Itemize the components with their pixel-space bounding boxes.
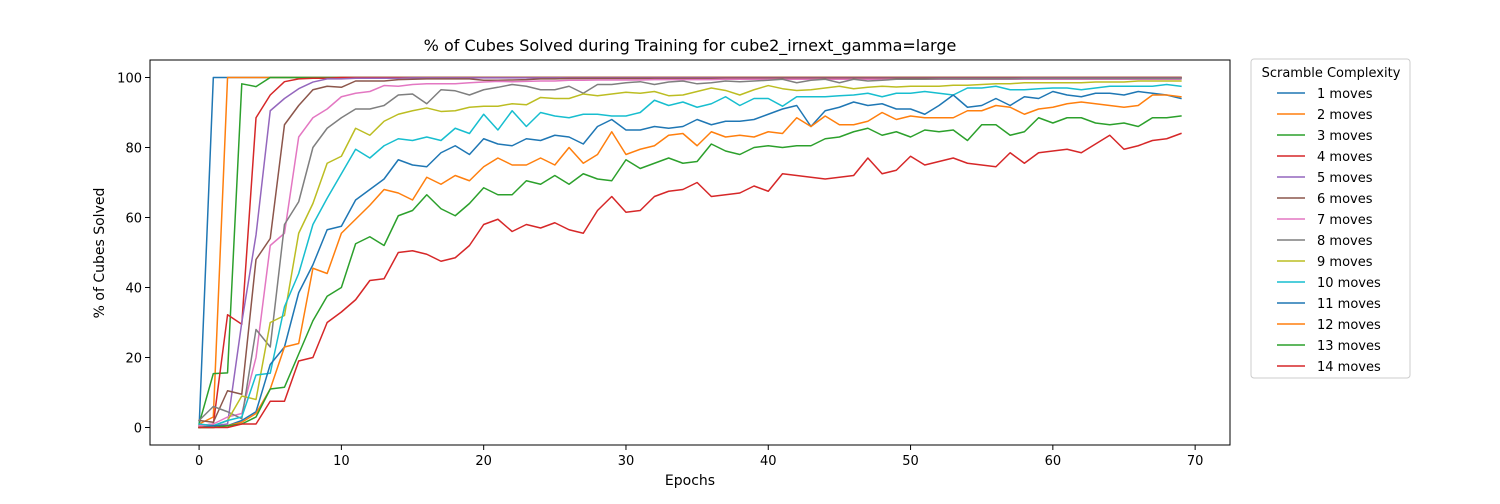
series-line-8	[198, 77, 1182, 422]
legend-label: 4 moves	[1317, 150, 1373, 165]
series-line-9	[198, 80, 1182, 429]
x-tick-label: 70	[1187, 454, 1204, 469]
chart-title: % of Cubes Solved during Training for cu…	[424, 36, 957, 56]
y-tick-label: 100	[117, 72, 142, 87]
series-line-14	[198, 132, 1182, 429]
y-axis: 0 20 40 60 80 100	[117, 72, 150, 437]
legend-label: 2 moves	[1317, 108, 1373, 123]
legend-label: 14 moves	[1317, 360, 1381, 375]
y-tick-label: 40	[125, 282, 142, 297]
series-line-12	[198, 94, 1182, 429]
series-line-13	[198, 115, 1182, 429]
x-tick-label: 60	[1045, 454, 1062, 469]
series-line-11	[198, 90, 1182, 429]
legend: Scramble Complexity 1 moves 2 moves 3 move…	[1250, 58, 1411, 379]
legend-label: 7 moves	[1317, 213, 1373, 228]
y-axis-label: % of Cubes Solved	[92, 188, 108, 319]
x-tick-label: 50	[902, 454, 919, 469]
legend-label: 1 moves	[1317, 87, 1373, 102]
plot-frame	[149, 59, 1231, 446]
legend-label: 13 moves	[1317, 339, 1381, 354]
legend-label: 5 moves	[1317, 171, 1373, 186]
x-tick-label: 40	[760, 454, 777, 469]
y-tick-label: 80	[125, 142, 142, 157]
legend-box	[1250, 58, 1411, 379]
legend-label: 12 moves	[1317, 318, 1381, 333]
legend-label: 6 moves	[1317, 192, 1373, 207]
legend-label: 10 moves	[1317, 276, 1381, 291]
legend-title: Scramble Complexity	[1262, 66, 1401, 81]
x-tick-label: 10	[333, 454, 350, 469]
y-tick-label: 60	[125, 212, 142, 227]
x-tick-label: 0	[195, 454, 203, 469]
legend-label: 8 moves	[1317, 234, 1373, 249]
x-tick-label: 30	[618, 454, 635, 469]
series-line-10	[198, 83, 1182, 427]
x-axis-label: Epochs	[665, 473, 715, 489]
y-tick-label: 0	[134, 422, 142, 437]
x-tick-label: 20	[475, 454, 492, 469]
x-axis: 0 10 20 30 40 50 60 70	[195, 445, 1203, 469]
legend-label: 9 moves	[1317, 255, 1373, 270]
legend-label: 11 moves	[1317, 297, 1381, 312]
legend-label: 3 moves	[1317, 129, 1373, 144]
y-tick-label: 20	[125, 352, 142, 367]
plot-area	[198, 76, 1182, 429]
